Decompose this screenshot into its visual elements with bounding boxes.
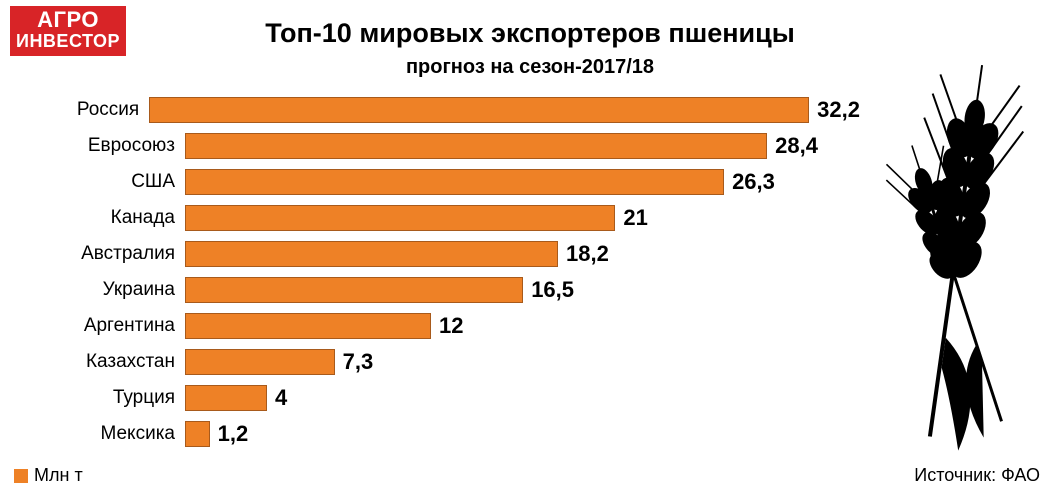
bar-row: США 26,3 [60,164,860,200]
value-label: 7,3 [343,349,374,375]
category-label: Украина [60,279,185,301]
bar-row: Евросоюз 28,4 [60,128,860,164]
value-label: 1,2 [218,421,249,447]
bar-wrap: 32,2 [149,97,860,123]
value-label: 26,3 [732,169,775,195]
bar-row: Аргентина 12 [60,308,860,344]
bar-wrap: 21 [185,205,860,231]
bar-row: Австралия 18,2 [60,236,860,272]
category-label: Австралия [60,243,185,265]
bar [185,205,615,231]
value-label: 18,2 [566,241,609,267]
bar [185,421,210,447]
bar [185,133,767,159]
category-label: Казахстан [60,351,185,373]
bar [185,349,335,375]
category-label: Евросоюз [60,135,185,157]
bar-wrap: 16,5 [185,277,860,303]
value-label: 4 [275,385,287,411]
bar-row: Украина 16,5 [60,272,860,308]
bar-wrap: 1,2 [185,421,860,447]
bar-chart: Россия32,2 Евросоюз 28,4 США 26,3 Канада 21 Авс… [60,92,860,452]
legend-label: Млн т [34,465,83,486]
bar-row: Турция 4 [60,380,860,416]
bar [185,277,523,303]
bar-row: Казахстан 7,3 [60,344,860,380]
bar-wrap: 12 [185,313,860,339]
chart-title: Топ-10 мировых экспортеров пшеницы [0,18,1060,49]
bar-row: Мексика 1,2 [60,416,860,452]
value-label: 21 [623,205,647,231]
source-label: Источник: ФАО [914,465,1040,486]
bar [149,97,809,123]
bar-wrap: 28,4 [185,133,860,159]
bar-row: Канада 21 [60,200,860,236]
bar-wrap: 18,2 [185,241,860,267]
category-label: США [60,171,185,193]
value-label: 12 [439,313,463,339]
bar-wrap: 7,3 [185,349,860,375]
legend: Млн т [14,465,83,486]
wheat-icon [850,60,1050,460]
bar [185,313,431,339]
bar [185,169,724,195]
value-label: 28,4 [775,133,818,159]
category-label: Россия [60,99,149,121]
bar-wrap: 26,3 [185,169,860,195]
value-label: 16,5 [531,277,574,303]
bar-row: Россия32,2 [60,92,860,128]
category-label: Канада [60,207,185,229]
bar [185,385,267,411]
bar [185,241,558,267]
category-label: Турция [60,387,185,409]
legend-swatch [14,469,28,483]
bar-wrap: 4 [185,385,860,411]
category-label: Аргентина [60,315,185,337]
category-label: Мексика [60,423,185,445]
